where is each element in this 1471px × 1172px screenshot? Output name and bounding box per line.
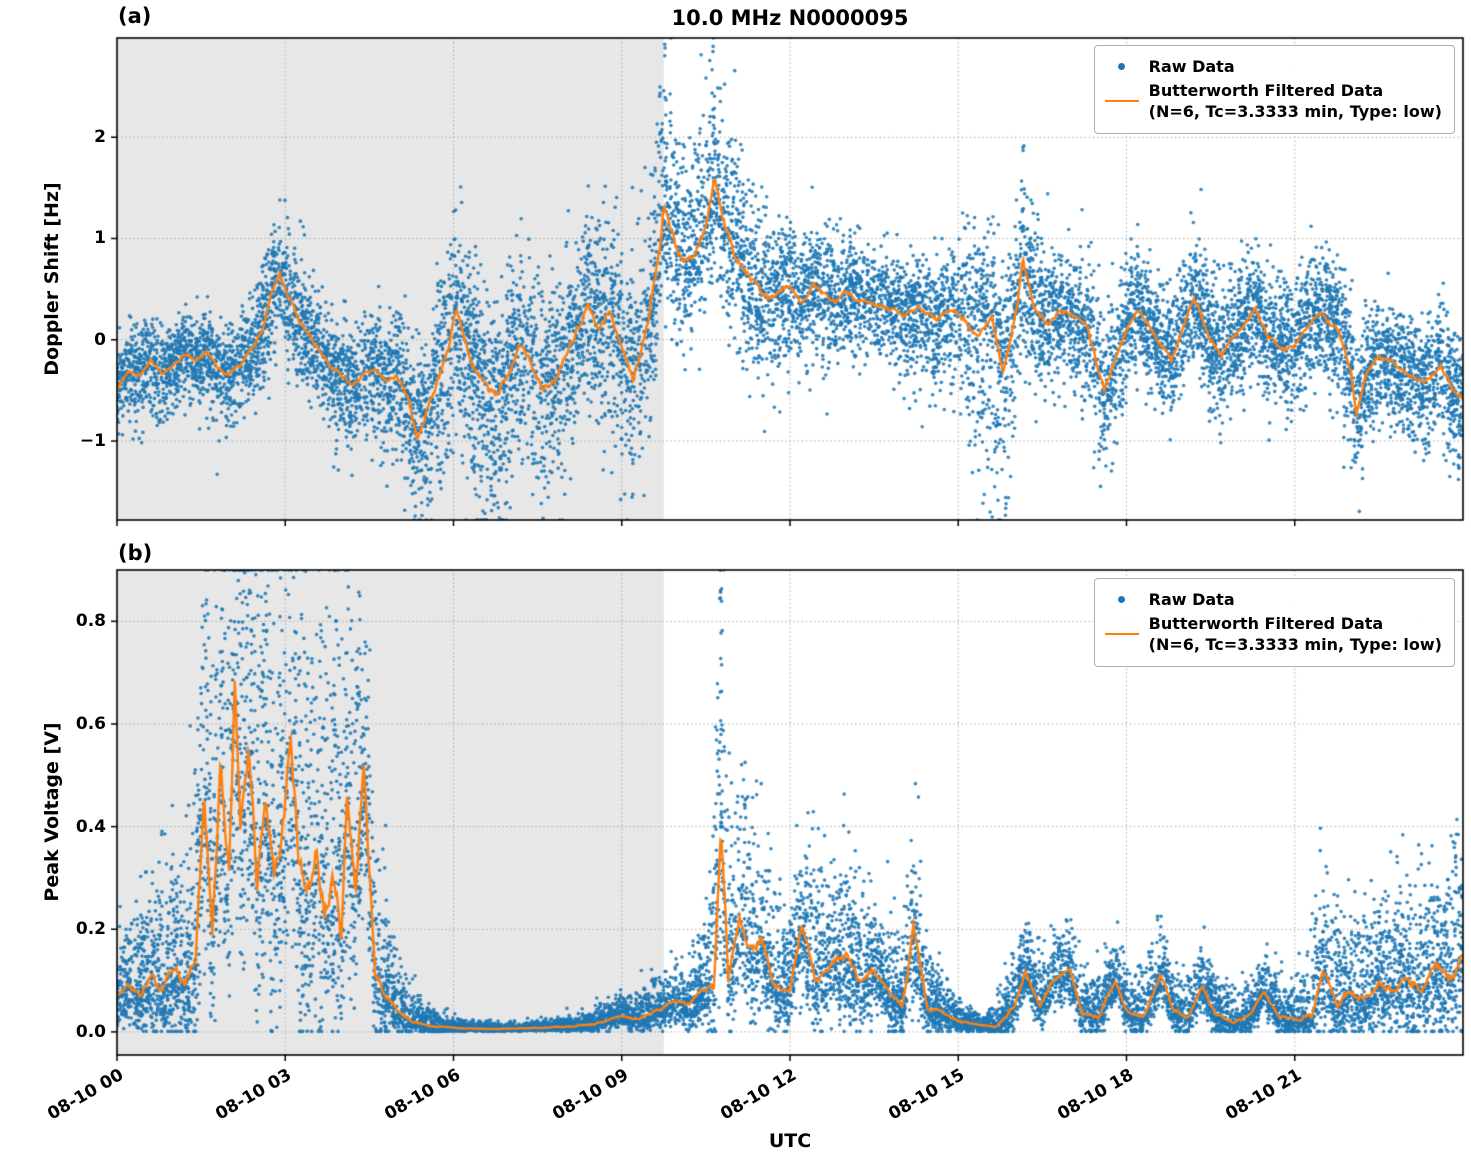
raw-data-marker-icon [1105, 63, 1139, 71]
legend-entry-raw: Raw Data [1105, 56, 1442, 78]
y-tick-label: −1 [79, 431, 106, 452]
y-tick-label: 0.6 [75, 713, 106, 734]
y-tick-label: 2 [94, 127, 106, 148]
y-tick-label: 1 [94, 228, 106, 249]
x-axis-label: UTC [768, 1130, 812, 1152]
legend-b: Raw Data Butterworth Filtered Data (N=6,… [1093, 578, 1455, 667]
page-title: 10.0 MHz N0000095 [671, 6, 909, 30]
y-tick-label: 0.8 [75, 611, 106, 632]
y-tick-label: 0.0 [75, 1021, 106, 1042]
panel-a-label: (a) [118, 4, 152, 28]
legend-entry-raw: Raw Data [1105, 589, 1442, 611]
filtered-line-marker-icon [1104, 100, 1139, 103]
y-tick-label: 0 [94, 329, 106, 350]
raw-data-marker-icon [1105, 596, 1139, 604]
legend-a: Raw Data Butterworth Filtered Data (N=6,… [1093, 45, 1455, 134]
legend-entry-filtered: Butterworth Filtered Data (N=6, Tc=3.333… [1104, 80, 1442, 123]
legend-entry-filtered: Butterworth Filtered Data (N=6, Tc=3.333… [1104, 613, 1442, 656]
y-tick-label: 0.4 [75, 816, 106, 837]
y-tick-label: 0.2 [75, 919, 106, 940]
filtered-line-marker-icon [1104, 633, 1139, 636]
legend-raw-label: Raw Data [1148, 57, 1235, 76]
legend-raw-label: Raw Data [1148, 590, 1235, 609]
legend-filtered-label: Butterworth Filtered Data (N=6, Tc=3.333… [1148, 80, 1442, 122]
y-axis-label-b: Peak Voltage [V] [41, 722, 63, 902]
legend-filtered-label: Butterworth Filtered Data (N=6, Tc=3.333… [1148, 613, 1442, 655]
panel-b-label: (b) [118, 541, 153, 565]
